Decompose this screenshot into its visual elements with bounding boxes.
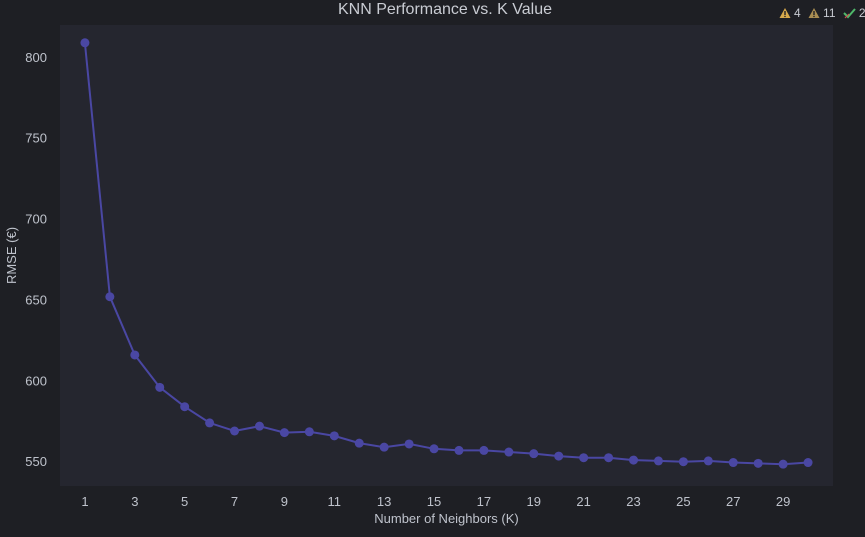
data-point	[429, 444, 439, 454]
data-point	[155, 382, 165, 392]
y-tick-label: 700	[25, 212, 47, 227]
x-tick-label: 19	[527, 494, 541, 509]
data-point	[604, 453, 614, 463]
x-tick-label: 3	[131, 494, 138, 509]
data-point	[404, 439, 414, 449]
y-tick-label: 650	[25, 292, 47, 307]
data-point	[205, 418, 215, 428]
y-axis-label: RMSE (€)	[4, 227, 19, 284]
x-tick-label: 15	[427, 494, 441, 509]
y-tick-label: 550	[25, 454, 47, 469]
warning-icon	[808, 8, 820, 18]
data-point	[254, 421, 264, 431]
data-point	[130, 350, 140, 360]
data-point	[753, 458, 763, 468]
data-point	[354, 438, 364, 448]
x-tick-label: 25	[676, 494, 690, 509]
data-point	[379, 442, 389, 452]
data-point	[678, 457, 688, 467]
data-point	[653, 456, 663, 466]
data-point	[504, 447, 514, 457]
data-point	[728, 458, 738, 468]
data-point	[803, 458, 813, 468]
x-axis-ticks: 1 3 5 7 9 11 13 15 17 19 21 23 25 27 29	[81, 494, 790, 509]
warning-count-b: 11	[823, 6, 836, 20]
data-point	[180, 402, 190, 412]
y-tick-label: 800	[25, 50, 47, 65]
warning-icon	[779, 8, 791, 18]
data-point	[629, 455, 639, 465]
y-axis-ticks: 550 600 650 700 750 800	[25, 50, 47, 469]
x-tick-label: 13	[377, 494, 391, 509]
status-badges: 4 11 2	[775, 6, 865, 24]
x-tick-label: 7	[231, 494, 238, 509]
chart-title: KNN Performance vs. K Value	[337, 1, 552, 18]
x-tick-label: 23	[626, 494, 640, 509]
data-point	[579, 453, 589, 463]
x-tick-label: 27	[726, 494, 740, 509]
x-axis-label: Number of Neighbors (K)	[374, 511, 519, 526]
plot-area	[60, 25, 833, 486]
data-points	[80, 38, 813, 469]
x-tick-label: 1	[81, 494, 88, 509]
x-tick-label: 11	[328, 494, 342, 509]
data-point	[554, 451, 564, 461]
data-point	[105, 292, 115, 302]
data-point	[454, 445, 464, 455]
x-tick-label: 9	[281, 494, 288, 509]
data-point	[279, 428, 289, 438]
data-point	[778, 459, 788, 469]
warning-count-a: 4	[794, 6, 801, 20]
data-point	[529, 449, 539, 459]
check-icon	[843, 8, 856, 19]
data-point	[479, 445, 489, 455]
y-tick-label: 750	[25, 131, 47, 146]
data-point	[329, 431, 339, 441]
data-point	[80, 38, 90, 48]
check-count: 2	[858, 6, 865, 20]
x-tick-label: 29	[776, 494, 790, 509]
x-tick-label: 21	[576, 494, 590, 509]
check-badge[interactable]: 2	[843, 6, 865, 20]
y-tick-label: 600	[25, 373, 47, 388]
data-point	[230, 426, 240, 436]
warning-badge-b[interactable]: 11	[808, 6, 836, 20]
data-point	[703, 456, 713, 466]
warning-badge-a[interactable]: 4	[779, 6, 801, 20]
data-point	[304, 427, 314, 437]
x-tick-label: 17	[477, 494, 491, 509]
x-tick-label: 5	[181, 494, 188, 509]
